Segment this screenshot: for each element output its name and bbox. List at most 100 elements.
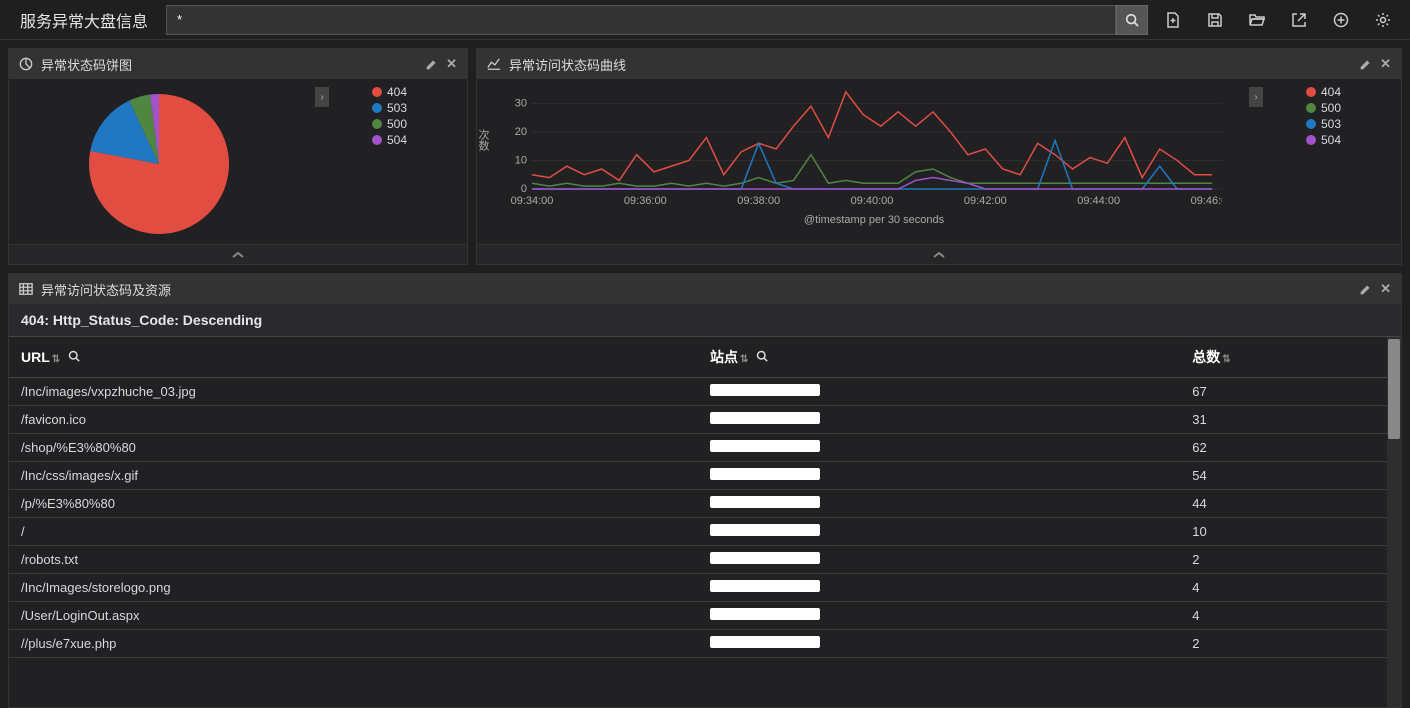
legend-label: 404 [387, 85, 407, 99]
table-row[interactable]: /User/LoginOut.aspx4 [9, 602, 1387, 630]
line-legend: 404 500503504 [1306, 84, 1341, 148]
share-button[interactable] [1282, 5, 1316, 35]
cell-url: //plus/e7xue.php [9, 630, 698, 658]
x-axis-label: @timestamp per 30 seconds [502, 214, 1246, 226]
line-panel: 异常访问状态码曲线 ✕ 次数 010203009:34:0009:36:0009… [476, 48, 1402, 265]
legend-item[interactable]: 404 [372, 84, 407, 100]
cell-url: /Inc/images/vxpzhuche_03.jpg [9, 378, 698, 406]
pie-chart [9, 79, 309, 244]
legend-item[interactable]: 504 [372, 132, 407, 148]
svg-text:10: 10 [515, 154, 527, 166]
pie-chart-icon [19, 57, 33, 71]
legend-item[interactable]: 500 [372, 116, 407, 132]
cell-url: /p/%E3%80%80 [9, 490, 698, 518]
cell-total: 31 [1180, 406, 1387, 434]
svg-text:20: 20 [515, 126, 527, 138]
search-button[interactable] [1116, 5, 1148, 35]
plus-circle-icon [1333, 12, 1349, 28]
legend-label: 503 [387, 101, 407, 115]
table-row[interactable]: /robots.txt 2 [9, 546, 1387, 574]
table-row[interactable]: /Inc/images/vxpzhuche_03.jpg67 [9, 378, 1387, 406]
search-icon [1125, 13, 1139, 27]
scrollbar[interactable] [1387, 337, 1401, 707]
edit-icon[interactable] [1359, 58, 1372, 71]
table-panel-header: 异常访问状态码及资源 ✕ [9, 274, 1401, 304]
legend-toggle[interactable]: › [1249, 87, 1263, 107]
folder-open-icon [1249, 12, 1265, 28]
col-url[interactable]: URL⇅ [9, 337, 698, 378]
legend-item[interactable]: 503 [372, 100, 407, 116]
chevron-up-icon [231, 250, 245, 260]
legend-item[interactable]: 500 [1306, 100, 1341, 116]
cell-site [698, 378, 1180, 406]
table-row[interactable]: //plus/e7xue.php2 [9, 630, 1387, 658]
settings-button[interactable] [1366, 5, 1400, 35]
cell-site [698, 406, 1180, 434]
legend-label: 504 [387, 133, 407, 147]
svg-text:09:46:00: 09:46:00 [1191, 195, 1222, 207]
line-footer[interactable] [477, 244, 1401, 264]
col-total[interactable]: 总数⇅ [1180, 337, 1387, 378]
legend-label: 500 [1321, 101, 1341, 115]
scrollbar-thumb[interactable] [1388, 339, 1400, 439]
new-button[interactable] [1156, 5, 1190, 35]
line-body: 次数 010203009:34:0009:36:0009:38:0009:40:… [477, 79, 1401, 244]
search-input[interactable] [166, 5, 1116, 35]
redacted-value [710, 468, 820, 480]
svg-text:09:36:00: 09:36:00 [624, 195, 667, 207]
save-button[interactable] [1198, 5, 1232, 35]
legend-dot [1306, 119, 1316, 129]
cell-total: 62 [1180, 434, 1387, 462]
sort-icon: ⇅ [1222, 354, 1230, 365]
table-row[interactable]: /shop/%E3%80%80 62 [9, 434, 1387, 462]
legend-toggle[interactable]: › [315, 87, 329, 107]
line-chart-icon [487, 57, 501, 71]
line-panel-title: 异常访问状态码曲线 [509, 55, 626, 74]
edit-icon[interactable] [1359, 283, 1372, 296]
dashboard-title: 服务异常大盘信息 [10, 8, 158, 32]
legend-item[interactable]: 504 [1306, 132, 1341, 148]
table-row[interactable]: /favicon.ico31 [9, 406, 1387, 434]
cell-url: /robots.txt [9, 546, 698, 574]
legend-dot [372, 119, 382, 129]
close-icon[interactable]: ✕ [1380, 281, 1391, 297]
close-icon[interactable]: ✕ [1380, 56, 1391, 72]
edit-icon[interactable] [425, 58, 438, 71]
legend-label: 404 [1321, 85, 1341, 99]
cell-url: /User/LoginOut.aspx [9, 602, 698, 630]
svg-text:0: 0 [521, 183, 527, 195]
line-panel-header: 异常访问状态码曲线 ✕ [477, 49, 1401, 79]
pie-panel: 异常状态码饼图 ✕ › 404503500504 [8, 48, 468, 265]
table-header-row: URL⇅ 站点⇅ 总数⇅ [9, 337, 1387, 378]
open-button[interactable] [1240, 5, 1274, 35]
table-row[interactable]: /10 [9, 518, 1387, 546]
legend-label: 504 [1321, 133, 1341, 147]
search-icon[interactable] [756, 350, 768, 362]
pie-body: › 404 503500504 [9, 79, 467, 244]
table-row[interactable]: /Inc/css/images/x.gif54 [9, 462, 1387, 490]
redacted-value [710, 608, 820, 620]
legend-item[interactable]: 503 [1306, 116, 1341, 132]
close-icon[interactable]: ✕ [446, 56, 457, 72]
table-row[interactable]: /Inc/Images/storelogo.png4 [9, 574, 1387, 602]
cell-site [698, 546, 1180, 574]
add-panel-button[interactable] [1324, 5, 1358, 35]
col-site[interactable]: 站点⇅ [698, 337, 1180, 378]
pie-footer[interactable] [9, 244, 467, 264]
line-chart: 010203009:34:0009:36:0009:38:0009:40:000… [502, 84, 1222, 214]
topbar: 服务异常大盘信息 [0, 0, 1410, 40]
cell-total: 54 [1180, 462, 1387, 490]
table-row[interactable]: /p/%E3%80%8044 [9, 490, 1387, 518]
line-series[interactable] [532, 140, 1212, 189]
table-section-title: 404: Http_Status_Code: Descending [9, 304, 1401, 337]
svg-text:09:38:00: 09:38:00 [737, 195, 780, 207]
legend-dot [372, 103, 382, 113]
redacted-value [710, 636, 820, 648]
line-series[interactable] [532, 92, 1212, 181]
legend-item[interactable]: 404 [1306, 84, 1341, 100]
sort-icon: ⇅ [52, 354, 60, 365]
cell-total: 2 [1180, 546, 1387, 574]
redacted-value [710, 440, 820, 452]
search-icon[interactable] [68, 350, 80, 362]
cell-url: /shop/%E3%80%80 [9, 434, 698, 462]
